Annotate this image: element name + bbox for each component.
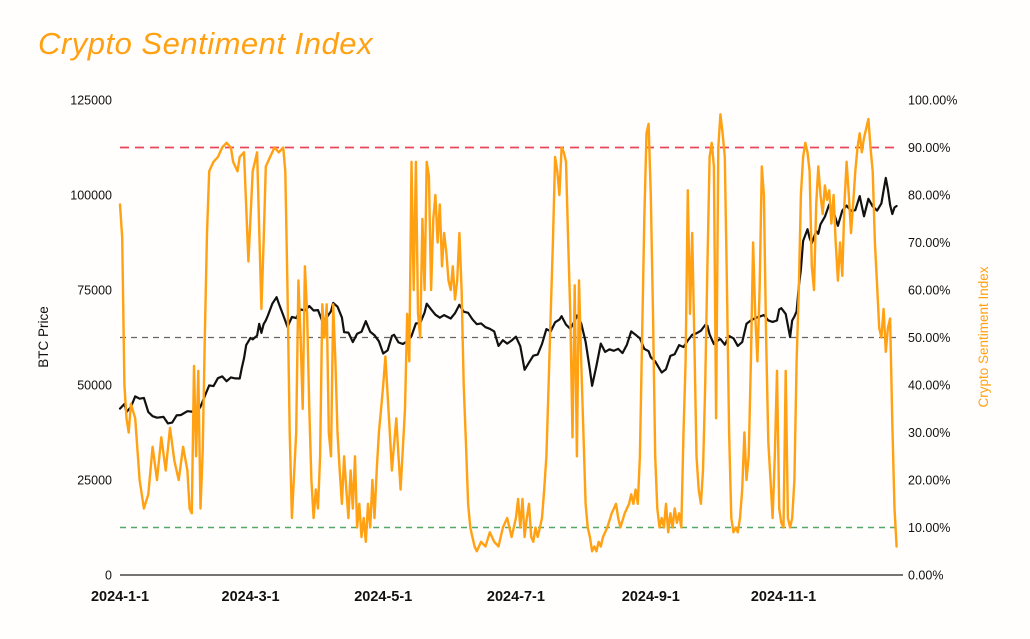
left-axis-tick: 0 [105, 569, 112, 583]
page-title: Crypto Sentiment Index [38, 26, 373, 61]
right-axis-tick: 70.00% [908, 236, 950, 250]
right-axis-tick: 90.00% [908, 141, 950, 155]
left-axis-tick: 125000 [70, 94, 112, 108]
right-axis-tick: 10.00% [908, 521, 950, 535]
left-axis-tick: 75000 [77, 284, 112, 298]
right-axis-tick: 60.00% [908, 284, 950, 298]
right-axis-tick: 40.00% [908, 379, 950, 393]
right-axis-tick: 20.00% [908, 474, 950, 488]
x-axis-tick: 2024-7-1 [487, 589, 545, 605]
right-axis-tick: 80.00% [908, 189, 950, 203]
plot-area: 0 25000 50000 75000 100000 125000 0.00% 10.00% 2… [70, 94, 957, 606]
x-axis-tick: 2024-1-1 [91, 589, 149, 605]
x-axis-tick: 2024-3-1 [222, 589, 280, 605]
right-axis-tick: 30.00% [908, 426, 950, 440]
left-axis-title: BTC Price [36, 306, 51, 368]
right-axis-tick: 50.00% [908, 331, 950, 345]
x-axis-tick: 2024-5-1 [354, 589, 412, 605]
sentiment-index-line [118, 113, 898, 553]
left-axis-tick: 100000 [70, 189, 112, 203]
right-axis-tick: 0.00% [908, 569, 943, 583]
x-axis-tick: 2024-11-1 [751, 589, 816, 605]
btc-price-line [118, 176, 898, 425]
right-axis-tick: 100.00% [908, 94, 957, 108]
x-axis-tick: 2024-9-1 [622, 589, 680, 605]
left-axis-tick: 50000 [77, 379, 112, 393]
left-axis-tick: 25000 [77, 474, 112, 488]
right-axis-title: Crypto Sentiment Index [976, 266, 991, 407]
